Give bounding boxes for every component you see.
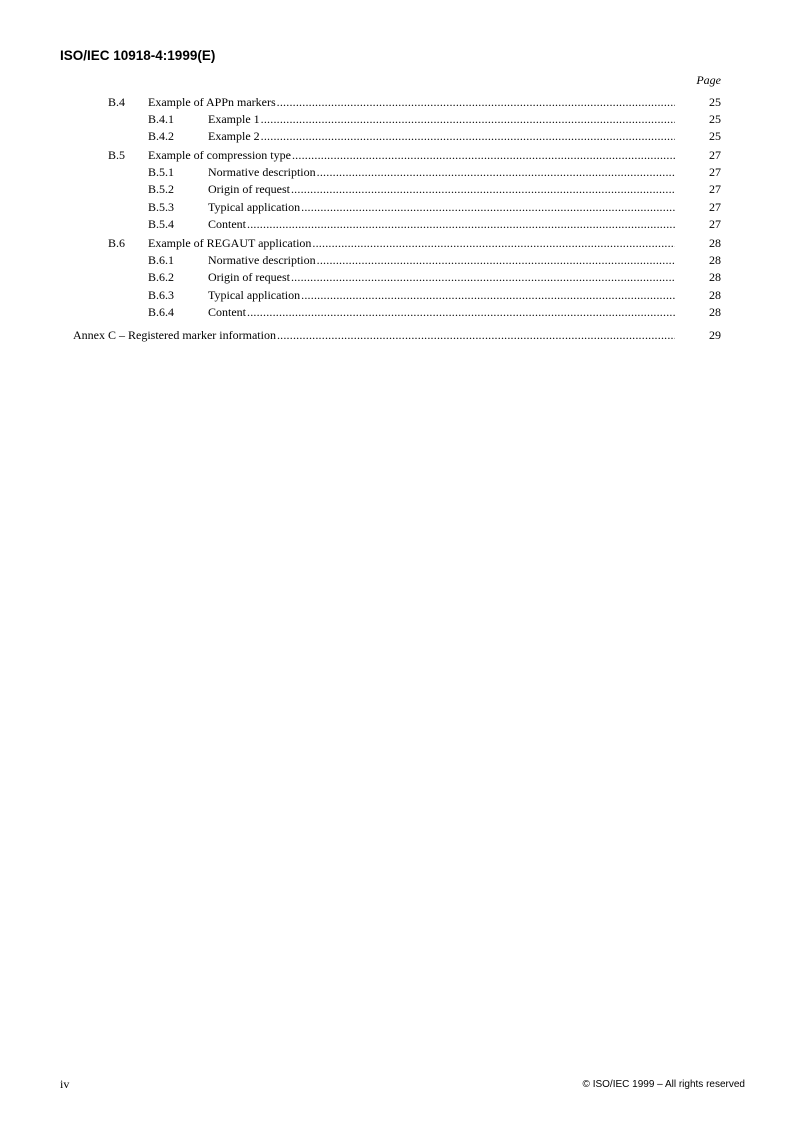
toc-entry-title-leader: Example of compression type.............… (148, 146, 675, 164)
dot-leader: ........................................… (316, 165, 675, 180)
toc-entry-title-leader: Annex C – Registered marker information.… (73, 327, 675, 345)
toc-entry-page: 28 (709, 305, 721, 320)
toc-entry-page: 28 (709, 253, 721, 268)
toc-entry[interactable]: B.6 Example of REGAUT application........… (0, 234, 793, 252)
toc-entry-title: Origin of request (208, 269, 291, 287)
dot-leader: ........................................… (247, 217, 675, 232)
toc-entry-page: 28 (709, 287, 721, 302)
toc-entry-title: Example of APPn markers (148, 93, 277, 111)
dot-leader: ........................................… (276, 328, 675, 343)
toc-entry-title: Typical application (208, 198, 302, 216)
toc-entry-number: B.5.4 (148, 217, 175, 232)
toc-entry-title-leader: Content.................................… (208, 304, 675, 322)
dot-leader: ........................................… (301, 199, 675, 214)
toc-entry-title: Example 2 (208, 128, 261, 146)
toc-entry[interactable]: B.6.2 Origin of request..................… (0, 269, 793, 287)
dot-leader: ........................................… (247, 305, 675, 320)
toc-entry-title-leader: Example of APPn markers.................… (148, 93, 675, 111)
dot-leader: ........................................… (312, 235, 675, 250)
toc-entry[interactable]: B.5.3 Typical application................… (0, 198, 793, 216)
toc-entry-page: 25 (709, 129, 721, 144)
toc-entry-page: 27 (709, 147, 721, 162)
page-column-label: Page (696, 73, 721, 87)
toc-entry-title-leader: Normative description...................… (208, 164, 675, 182)
toc-entry-title: Content (208, 304, 247, 322)
toc-entry-title-leader: Normative description...................… (208, 252, 675, 270)
toc-entry-title: Normative description (208, 164, 317, 182)
toc-entry[interactable]: B.5.4 Content............................… (0, 216, 793, 234)
toc-entry[interactable]: B.5.1 Normative description..............… (0, 164, 793, 182)
toc-entry-title-leader: Example 2...............................… (208, 128, 675, 146)
toc-entry-number: B.6 (108, 235, 126, 250)
toc-entry-number: B.6.4 (148, 305, 175, 320)
toc-entry[interactable]: B.5 Example of compression type..........… (0, 146, 793, 164)
toc-entry-page: 27 (709, 182, 721, 197)
toc-entry-title: Example 1 (208, 110, 261, 128)
toc-entry[interactable]: B.6.1 Normative description..............… (0, 252, 793, 270)
toc-entry[interactable]: B.6.4 Content............................… (0, 304, 793, 322)
toc-entry-page: 27 (709, 199, 721, 214)
dot-leader: ........................................… (290, 182, 675, 197)
toc-entry-title-leader: Typical application.....................… (208, 198, 675, 216)
toc-entry[interactable]: B.4 Example of APPn markers..............… (0, 93, 793, 111)
toc-entry[interactable]: B.6.3 Typical application................… (0, 286, 793, 304)
dot-leader: ........................................… (301, 287, 675, 302)
toc-entry-title: Content (208, 216, 247, 234)
toc-entry-title-leader: Origin of request.......................… (208, 181, 675, 199)
toc-entry-title: Example of REGAUT application (148, 234, 313, 252)
toc-entry-title-leader: Example 1...............................… (208, 110, 675, 128)
toc-entry-page: 27 (709, 217, 721, 232)
dot-leader: ........................................… (291, 147, 675, 162)
toc-entry-title-leader: Example of REGAUT application...........… (148, 234, 675, 252)
toc-entry-page: 28 (709, 270, 721, 285)
toc-entry-number: B.5 (108, 147, 126, 162)
toc-entry[interactable]: B.4.1 Example 1..........................… (0, 110, 793, 128)
dot-leader: ........................................… (260, 111, 675, 126)
toc-entry-page: 27 (709, 165, 721, 180)
toc-entry-number: B.5.3 (148, 199, 175, 214)
dot-leader: ........................................… (260, 129, 675, 144)
toc-entry-title-leader: Origin of request.......................… (208, 269, 675, 287)
toc-entry-title-leader: Content.................................… (208, 216, 675, 234)
toc-entry-title: Origin of request (208, 181, 291, 199)
toc-entry-number: B.5.1 (148, 165, 175, 180)
toc-entry-title: Annex C – Registered marker information (73, 327, 277, 345)
dot-leader: ........................................… (316, 253, 675, 268)
toc-entry-page: 25 (709, 111, 721, 126)
toc-entry-title: Typical application (208, 286, 302, 304)
toc-entry-number: B.4.1 (148, 111, 175, 126)
toc-entry-title: Normative description (208, 252, 317, 270)
dot-leader: ........................................… (290, 270, 675, 285)
footer-page-number: iv (60, 1077, 70, 1091)
toc-entry-title-leader: Typical application.....................… (208, 286, 675, 304)
toc-entry-page: 29 (709, 328, 721, 343)
dot-leader: ........................................… (276, 94, 675, 109)
toc-entry-page: 25 (709, 94, 721, 109)
document-header-title: ISO/IEC 10918-4:1999(E) (60, 48, 216, 63)
toc-entry-page: 28 (709, 235, 721, 250)
toc-entry[interactable]: B.5.2 Origin of request..................… (0, 181, 793, 199)
toc-entry-number: B.5.2 (148, 182, 175, 197)
footer-copyright: © ISO/IEC 1999 – All rights reserved (582, 1079, 745, 1090)
toc-entry-number: B.6.3 (148, 287, 175, 302)
toc-entry-number: B.4 (108, 94, 126, 109)
toc-entry-title: Example of compression type (148, 146, 292, 164)
toc-entry-number: B.4.2 (148, 129, 175, 144)
table-of-contents: B.4 Example of APPn markers..............… (0, 92, 793, 345)
toc-entry[interactable]: Annex C – Registered marker information.… (0, 327, 793, 345)
toc-entry-number: B.6.2 (148, 270, 175, 285)
toc-entry[interactable]: B.4.2 Example 2..........................… (0, 128, 793, 146)
toc-entry-number: B.6.1 (148, 253, 175, 268)
